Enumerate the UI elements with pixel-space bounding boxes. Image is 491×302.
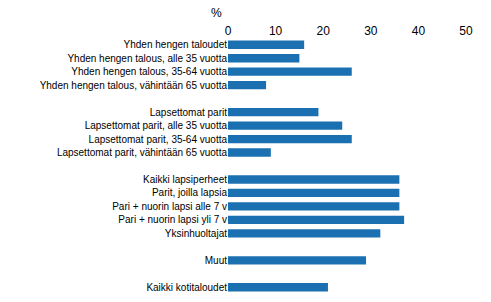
svg-text:Yhden hengen talous, 35-64 vuo: Yhden hengen talous, 35-64 vuotta [71,66,227,77]
svg-text:50: 50 [459,24,473,38]
svg-text:10: 10 [269,24,283,38]
svg-text:Lapsettomat parit, 35-64 vuott: Lapsettomat parit, 35-64 vuotta [89,134,228,145]
svg-text:Parit, joilla lapsia: Parit, joilla lapsia [152,187,227,198]
svg-text:%: % [211,6,222,20]
svg-text:Kaikki kotitaloudet: Kaikki kotitaloudet [146,282,227,293]
svg-text:Kaikki lapsiperheet: Kaikki lapsiperheet [143,174,227,185]
svg-text:Muut: Muut [205,255,227,266]
svg-text:30: 30 [364,24,378,38]
svg-text:20: 20 [317,24,331,38]
svg-text:Lapsettomat parit, vähintään 6: Lapsettomat parit, vähintään 65 vuotta [57,147,228,158]
svg-text:Pari + nuorin lapsi alle 7 v: Pari + nuorin lapsi alle 7 v [112,201,227,212]
svg-text:Pari + nuorin lapsi yli 7 v: Pari + nuorin lapsi yli 7 v [118,214,227,225]
svg-text:Yksinhuoltajat: Yksinhuoltajat [165,228,227,239]
svg-text:0: 0 [225,24,232,38]
svg-text:Yhden hengen talous, vähintään: Yhden hengen talous, vähintään 65 vuotta [40,80,228,91]
svg-text:Yhden hengen talous, alle 35 v: Yhden hengen talous, alle 35 vuotta [67,53,227,64]
svg-text:Yhden hengen taloudet: Yhden hengen taloudet [124,39,228,50]
svg-text:Lapsettomat parit, alle 35 vuo: Lapsettomat parit, alle 35 vuotta [85,120,228,131]
svg-text:40: 40 [412,24,426,38]
svg-text:Lapsettomat parit: Lapsettomat parit [150,107,227,118]
